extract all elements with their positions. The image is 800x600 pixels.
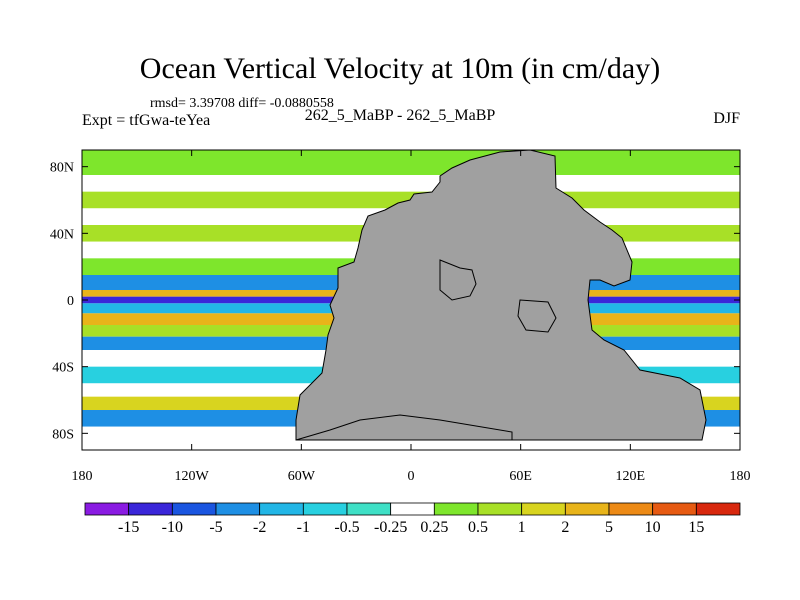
- x-tick-label: 120W: [175, 469, 210, 484]
- season-label: DJF: [713, 110, 740, 127]
- colorbar-label: 0.25: [420, 519, 448, 536]
- x-tick-label: 60W: [288, 469, 316, 484]
- colorbar-label: -5: [209, 519, 222, 536]
- lat-band-1: [82, 175, 740, 192]
- y-tick-label: 80S: [52, 427, 74, 442]
- y-tick-label: 40S: [52, 361, 74, 376]
- experiment-label: Expt = tfGwa-teYea: [82, 112, 211, 129]
- colorbar-swatch: [477, 502, 523, 516]
- colorbar-label: 15: [688, 519, 704, 536]
- land-mass-americas: [295, 149, 707, 441]
- colorbar-swatch: [215, 502, 261, 516]
- colorbar-swatch: [84, 502, 130, 516]
- colorbar-swatch: [302, 502, 348, 516]
- colorbar-label: -0.5: [334, 519, 359, 536]
- colorbar-label: 1: [518, 519, 526, 536]
- x-axis: 180 120W 60W 0 60E 120E 180: [72, 150, 751, 484]
- colorbar-label: -0.25: [374, 519, 407, 536]
- x-tick-label: 0: [408, 469, 415, 484]
- colorbar-label: -1: [297, 519, 310, 536]
- colorbar-swatch: [259, 502, 304, 516]
- colorbar-label: -15: [118, 519, 139, 536]
- colorbar-swatch: [346, 502, 392, 516]
- chart-title: Ocean Vertical Velocity at 10m (in cm/da…: [139, 52, 661, 85]
- colorbar-label: 0.5: [468, 519, 488, 536]
- colorbar-swatch: [521, 502, 566, 516]
- colorbar-label: 2: [561, 519, 569, 536]
- land-mask: [295, 149, 707, 441]
- x-tick-label: 60E: [509, 469, 532, 484]
- colorbar-label: -10: [162, 519, 183, 536]
- case-label: 262_5_MaBP - 262_5_MaBP: [304, 107, 496, 124]
- x-tick-label: 120E: [616, 469, 646, 484]
- y-tick-label: 80N: [50, 161, 74, 176]
- y-tick-label: 40N: [50, 227, 74, 242]
- y-tick-label: 0: [67, 294, 74, 309]
- x-tick-label: 180: [730, 469, 751, 484]
- colorbar-swatch: [171, 502, 217, 516]
- colorbar-swatch: [695, 502, 741, 516]
- colorbar-swatch: [128, 502, 173, 516]
- colorbar-swatch: [433, 502, 479, 516]
- colorbar-swatch: [564, 502, 610, 516]
- colorbar-swatch: [608, 502, 654, 516]
- colorbar-swatch: [390, 502, 435, 516]
- colorbar-label: -2: [253, 519, 266, 536]
- colorbar-label: 5: [605, 519, 613, 536]
- stats-text: rmsd= 3.39708 diff= -0.0880558: [150, 96, 334, 111]
- x-tick-label: 180: [72, 469, 93, 484]
- y-axis: 80N 40N 0 40S 80S: [50, 161, 740, 442]
- land-mass-north-atlantic-island: [439, 259, 477, 301]
- colorbar-swatch: [652, 502, 697, 516]
- colorbar-label: 10: [645, 519, 661, 536]
- land-mass-tethys-block: [517, 299, 557, 333]
- land-mass-southern: [295, 414, 513, 441]
- colorbar: -15 -10 -5 -2 -1 -0.5 -0.25 0.25 0.5 1 2 5 10 15: [84, 502, 741, 536]
